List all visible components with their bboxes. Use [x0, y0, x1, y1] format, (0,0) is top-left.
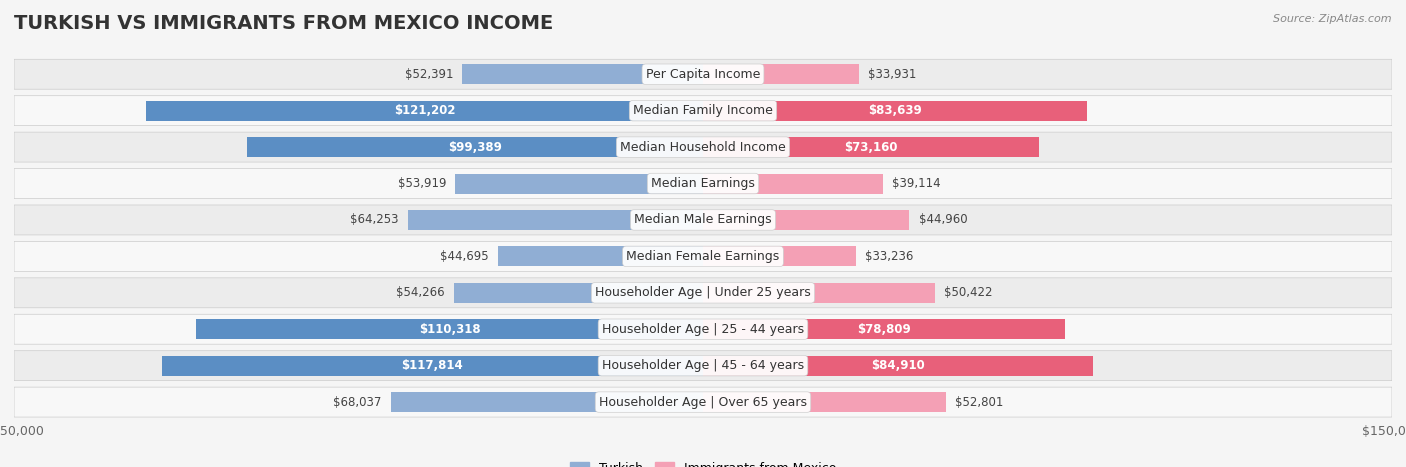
Text: $117,814: $117,814 [402, 359, 464, 372]
Text: $84,910: $84,910 [872, 359, 925, 372]
Bar [703, 101, 1087, 120]
Text: $64,253: $64,253 [350, 213, 399, 226]
Text: $83,639: $83,639 [868, 104, 922, 117]
Text: Source: ZipAtlas.com: Source: ZipAtlas.com [1274, 14, 1392, 24]
Text: Median Family Income: Median Family Income [633, 104, 773, 117]
Text: $44,960: $44,960 [918, 213, 967, 226]
FancyBboxPatch shape [14, 96, 1392, 126]
FancyBboxPatch shape [14, 278, 1392, 308]
FancyBboxPatch shape [14, 241, 1392, 271]
Text: $53,919: $53,919 [398, 177, 446, 190]
Text: $73,160: $73,160 [844, 141, 898, 154]
FancyBboxPatch shape [14, 132, 1392, 162]
Text: $50,422: $50,422 [943, 286, 993, 299]
Text: Median Earnings: Median Earnings [651, 177, 755, 190]
FancyBboxPatch shape [14, 59, 1392, 89]
Text: $68,037: $68,037 [333, 396, 381, 409]
Text: Householder Age | Over 65 years: Householder Age | Over 65 years [599, 396, 807, 409]
Text: Median Male Earnings: Median Male Earnings [634, 213, 772, 226]
Text: Median Household Income: Median Household Income [620, 141, 786, 154]
Bar [703, 392, 945, 412]
Text: $52,391: $52,391 [405, 68, 453, 81]
Text: Per Capita Income: Per Capita Income [645, 68, 761, 81]
Bar [391, 392, 703, 412]
Bar [408, 210, 703, 230]
Bar [162, 356, 703, 375]
Bar [246, 137, 703, 157]
Text: TURKISH VS IMMIGRANTS FROM MEXICO INCOME: TURKISH VS IMMIGRANTS FROM MEXICO INCOME [14, 14, 554, 33]
Text: $44,695: $44,695 [440, 250, 488, 263]
Text: Median Female Earnings: Median Female Earnings [627, 250, 779, 263]
FancyBboxPatch shape [14, 351, 1392, 381]
Bar [703, 319, 1064, 339]
Bar [703, 356, 1092, 375]
Bar [703, 64, 859, 84]
Bar [703, 137, 1039, 157]
FancyBboxPatch shape [14, 314, 1392, 344]
Legend: Turkish, Immigrants from Mexico: Turkish, Immigrants from Mexico [565, 457, 841, 467]
Text: $33,236: $33,236 [865, 250, 914, 263]
Text: Householder Age | Under 25 years: Householder Age | Under 25 years [595, 286, 811, 299]
Bar [498, 247, 703, 266]
FancyBboxPatch shape [14, 205, 1392, 235]
Bar [703, 174, 883, 193]
Bar [146, 101, 703, 120]
Text: $33,931: $33,931 [868, 68, 917, 81]
FancyBboxPatch shape [14, 387, 1392, 417]
Text: $39,114: $39,114 [891, 177, 941, 190]
Bar [456, 174, 703, 193]
Bar [197, 319, 703, 339]
FancyBboxPatch shape [14, 169, 1392, 198]
Bar [463, 64, 703, 84]
Text: $52,801: $52,801 [955, 396, 1002, 409]
Bar [703, 247, 856, 266]
Bar [454, 283, 703, 303]
Text: Householder Age | 25 - 44 years: Householder Age | 25 - 44 years [602, 323, 804, 336]
Bar [703, 283, 935, 303]
Text: Householder Age | 45 - 64 years: Householder Age | 45 - 64 years [602, 359, 804, 372]
Bar [703, 210, 910, 230]
Text: $99,389: $99,389 [449, 141, 502, 154]
Text: $121,202: $121,202 [394, 104, 456, 117]
Text: $54,266: $54,266 [396, 286, 444, 299]
Text: $110,318: $110,318 [419, 323, 481, 336]
Text: $78,809: $78,809 [858, 323, 911, 336]
